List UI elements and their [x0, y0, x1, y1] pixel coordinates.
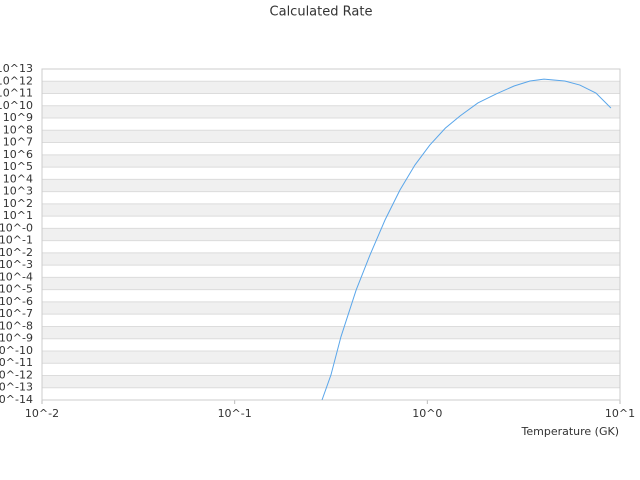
y-tick-label: 10^-1 — [0, 234, 33, 247]
grid-band — [42, 228, 620, 241]
y-tick-label: 10^-6 — [0, 295, 33, 308]
y-tick-label: 10^-0 — [0, 221, 33, 234]
y-tick-label: 10^1 — [3, 209, 33, 222]
y-tick-label: 10^-12 — [0, 368, 33, 381]
y-tick-label: 10^7 — [3, 136, 33, 149]
grid-band — [42, 350, 620, 364]
plot-border — [41, 68, 621, 401]
grid-band — [42, 326, 620, 339]
y-tick-label: 10^-11 — [0, 356, 33, 369]
data-line — [321, 78, 612, 400]
y-tick-label: 10^6 — [3, 148, 33, 161]
y-tick-label: 10^12 — [0, 74, 33, 87]
y-tick-label: 10^-9 — [0, 332, 33, 345]
y-tick-label: 10^4 — [3, 172, 33, 185]
y-tick-label: 10^5 — [3, 160, 33, 173]
y-tick-label: 10^-14 — [0, 393, 33, 406]
y-tick-label: 10^10 — [0, 99, 33, 112]
y-tick-label: 10^-13 — [0, 381, 33, 394]
y-tick-label: 10^-5 — [0, 283, 33, 296]
y-tick-label: 10^-8 — [0, 319, 33, 332]
y-tick-label: 10^-4 — [0, 270, 33, 283]
grid-band — [42, 81, 620, 94]
x-tick-label: 10^-2 — [25, 407, 59, 420]
y-tick-label: 10^-3 — [0, 258, 33, 271]
plot-background — [42, 81, 620, 388]
grid-band — [42, 252, 620, 266]
y-tick-label: 10^3 — [3, 185, 33, 198]
grid-band — [42, 154, 620, 168]
grid-band — [42, 179, 620, 192]
grid-band — [42, 105, 620, 119]
y-tick-label: 10^11 — [0, 87, 33, 100]
grid-band — [42, 301, 620, 315]
y-tick-label: 10^-2 — [0, 246, 33, 259]
grid-band — [42, 277, 620, 290]
y-tick-label: 10^-7 — [0, 307, 33, 320]
x-tick-label: 10^0 — [412, 407, 442, 420]
y-tick-label: 10^2 — [3, 197, 33, 210]
x-tick-label: 10^1 — [605, 407, 635, 420]
grid-band — [42, 130, 620, 143]
grid-band — [42, 375, 620, 388]
grid-band — [42, 203, 620, 217]
y-tick-label: 10^9 — [3, 111, 33, 124]
y-tick-label: 10^8 — [3, 123, 33, 136]
x-axis-label: Temperature (GK) — [521, 425, 620, 438]
chart-title: Calculated Rate — [270, 5, 373, 20]
x-tick-label: 10^-1 — [218, 407, 252, 420]
y-tick-label: 10^-10 — [0, 344, 33, 357]
y-tick-label: 10^13 — [0, 62, 33, 75]
